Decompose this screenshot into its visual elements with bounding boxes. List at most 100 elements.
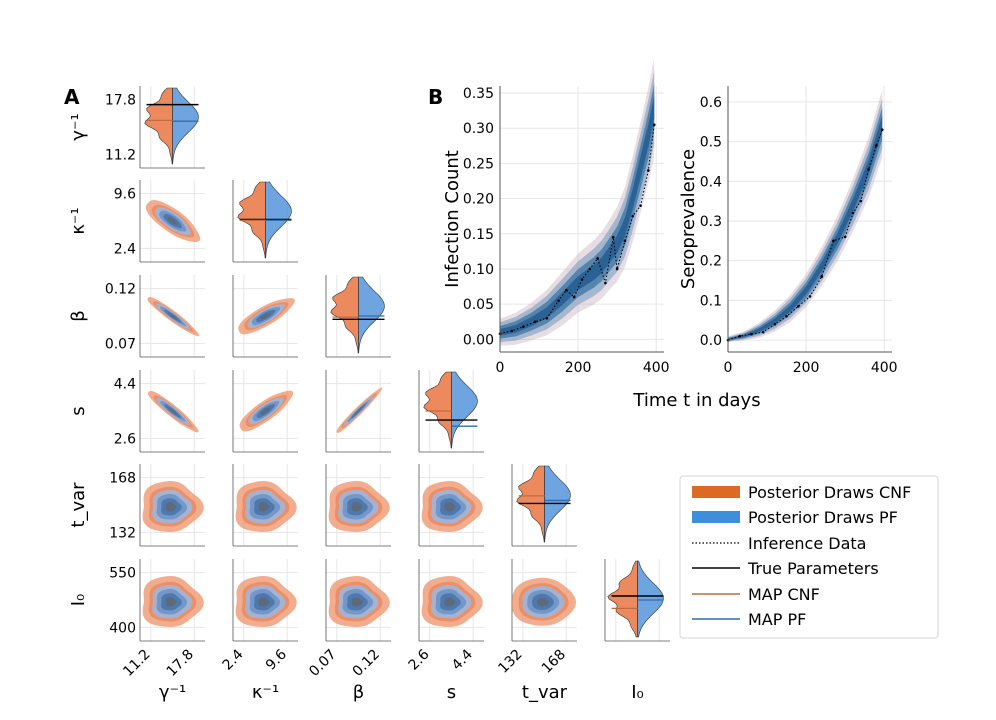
inference-data-point xyxy=(588,267,592,271)
y-tick-label: 0.30 xyxy=(463,121,494,137)
inference-data-point xyxy=(557,299,560,302)
inference-data-point xyxy=(843,235,847,239)
corner-cell-2-1 xyxy=(232,275,298,358)
timeseries-axes-1: 0.0 0.1 0.2 0.3 0.4 0.5 0.6 0 200 400 Seroprevalen… xyxy=(678,86,898,376)
y-tick-label: 400 xyxy=(109,620,136,636)
inference-data-point xyxy=(808,295,812,298)
density-pf-core xyxy=(354,406,363,415)
x-axis-label: β xyxy=(353,682,365,703)
corner-cell-3-2 xyxy=(325,370,391,453)
band-core xyxy=(500,95,655,336)
legend-frame xyxy=(679,475,939,639)
y-tick-label: 11.2 xyxy=(105,147,136,163)
y-tick-label: 0.07 xyxy=(105,336,136,352)
y-tick-label: 132 xyxy=(109,525,136,541)
corner-cell-5-3: 2.6 4.4 s xyxy=(406,559,484,703)
inference-data-point xyxy=(773,322,777,326)
y-axis-label: I₀ xyxy=(68,594,89,607)
corner-cell-5-4: 132 168 t_var xyxy=(495,559,577,703)
inference-data-point xyxy=(639,204,642,207)
x-axis-label: t_var xyxy=(522,682,568,703)
inference-data-point xyxy=(580,278,584,281)
violin-pf xyxy=(172,87,199,165)
x-tick-label: 0.07 xyxy=(306,647,339,680)
y-tick-label: 0.12 xyxy=(105,282,136,298)
inference-data-point xyxy=(880,128,884,131)
corner-cell-5-1: 2.4 9.6 κ⁻¹ xyxy=(220,559,298,703)
inference-data-line xyxy=(727,129,883,341)
corner-cell-4-0: 132 168 t_var xyxy=(68,464,205,547)
density-pf-core xyxy=(258,502,270,512)
y-tick-label: 168 xyxy=(109,471,136,487)
timeseries-axes-0: 0.000.050.100.150.200.250.300.350 200 400I… xyxy=(442,57,761,411)
x-axis-label: s xyxy=(447,682,456,703)
y-axis-label: s xyxy=(68,406,89,415)
corner-cell-3-1 xyxy=(232,370,298,453)
legend-label-inference: Inference Data xyxy=(748,534,866,553)
density-pf-core xyxy=(168,312,178,320)
violin-pf xyxy=(451,371,478,449)
corner-cell-5-0: 400 550 I₀ 11.2 17.8γ⁻¹ xyxy=(68,559,205,703)
density-pf-core xyxy=(165,502,177,512)
y-tick-label: 2.6 xyxy=(114,431,136,447)
inference-data-point xyxy=(851,211,855,215)
inference-data-point xyxy=(796,305,800,308)
violin-cnf xyxy=(607,560,638,638)
inference-data-point xyxy=(545,316,549,320)
x-tick-label: 200 xyxy=(793,360,820,376)
corner-cell-2-0: 0.07 0.12 β xyxy=(68,275,205,358)
y-axis-label: Infection Count xyxy=(442,150,463,288)
inference-data-point xyxy=(785,314,788,318)
density-pf-core xyxy=(444,597,456,607)
inference-data-point xyxy=(859,199,863,203)
inference-data-point xyxy=(875,144,878,147)
inference-data-point xyxy=(615,267,619,271)
x-axis-label: κ⁻¹ xyxy=(252,682,279,703)
density-pf-core xyxy=(351,502,363,512)
legend-label-map-pf: MAP PF xyxy=(748,610,806,629)
x-tick-label: 2.4 xyxy=(220,646,247,673)
legend-swatch-cnf xyxy=(692,486,740,498)
y-tick-label: 0.00 xyxy=(463,332,494,348)
violin-cnf xyxy=(423,371,452,449)
y-tick-label: 0.6 xyxy=(700,95,722,111)
x-tick-label: 132 xyxy=(495,647,525,677)
y-tick-label: 9.6 xyxy=(114,187,136,203)
y-tick-label: 4.4 xyxy=(114,377,136,393)
y-axis-label: γ⁻¹ xyxy=(68,113,89,140)
legend: Posterior Draws CNF Posterior Draws PF I… xyxy=(679,475,939,639)
y-axis-label: κ⁻¹ xyxy=(68,207,89,234)
y-tick-label: 0.4 xyxy=(700,174,722,190)
inference-data-point xyxy=(572,295,576,299)
corner-cell-1-1 xyxy=(232,180,298,263)
corner-cell-2-2 xyxy=(325,275,391,358)
corner-cell-3-0: 2.6 4.4 s xyxy=(68,370,205,453)
density-pf-core xyxy=(165,597,177,607)
x-axis-label: Time t in days xyxy=(632,390,760,411)
inference-data-point xyxy=(623,239,627,243)
x-tick-label: 200 xyxy=(565,360,592,376)
inference-data-point xyxy=(750,332,753,336)
inference-data-point xyxy=(604,281,607,285)
inference-data-point xyxy=(761,330,765,334)
x-tick-label: 4.4 xyxy=(449,646,476,673)
corner-cell-1-0: 2.4 9.6 κ⁻¹ xyxy=(68,180,205,263)
y-tick-label: 0.3 xyxy=(700,214,722,230)
y-tick-label: 0.5 xyxy=(700,135,722,151)
x-tick-label: 400 xyxy=(643,360,670,376)
y-tick-label: 0.2 xyxy=(700,254,722,270)
x-tick-label: 0 xyxy=(496,360,505,376)
corner-cell-4-1 xyxy=(232,464,298,547)
time-series-plots: 0.000.050.100.150.200.250.300.350 200 400I… xyxy=(442,57,898,411)
y-axis-label: t_var xyxy=(68,482,89,528)
x-tick-label: 0 xyxy=(724,360,733,376)
inference-data-point xyxy=(596,257,599,260)
x-tick-label: 168 xyxy=(539,647,569,677)
legend-label-pf: Posterior Draws PF xyxy=(748,508,898,527)
inference-data-point xyxy=(820,275,824,278)
inference-data-point xyxy=(652,123,656,127)
y-tick-label: 17.8 xyxy=(105,93,136,109)
x-axis-label: γ⁻¹ xyxy=(159,682,186,703)
inference-data-point xyxy=(832,239,835,243)
